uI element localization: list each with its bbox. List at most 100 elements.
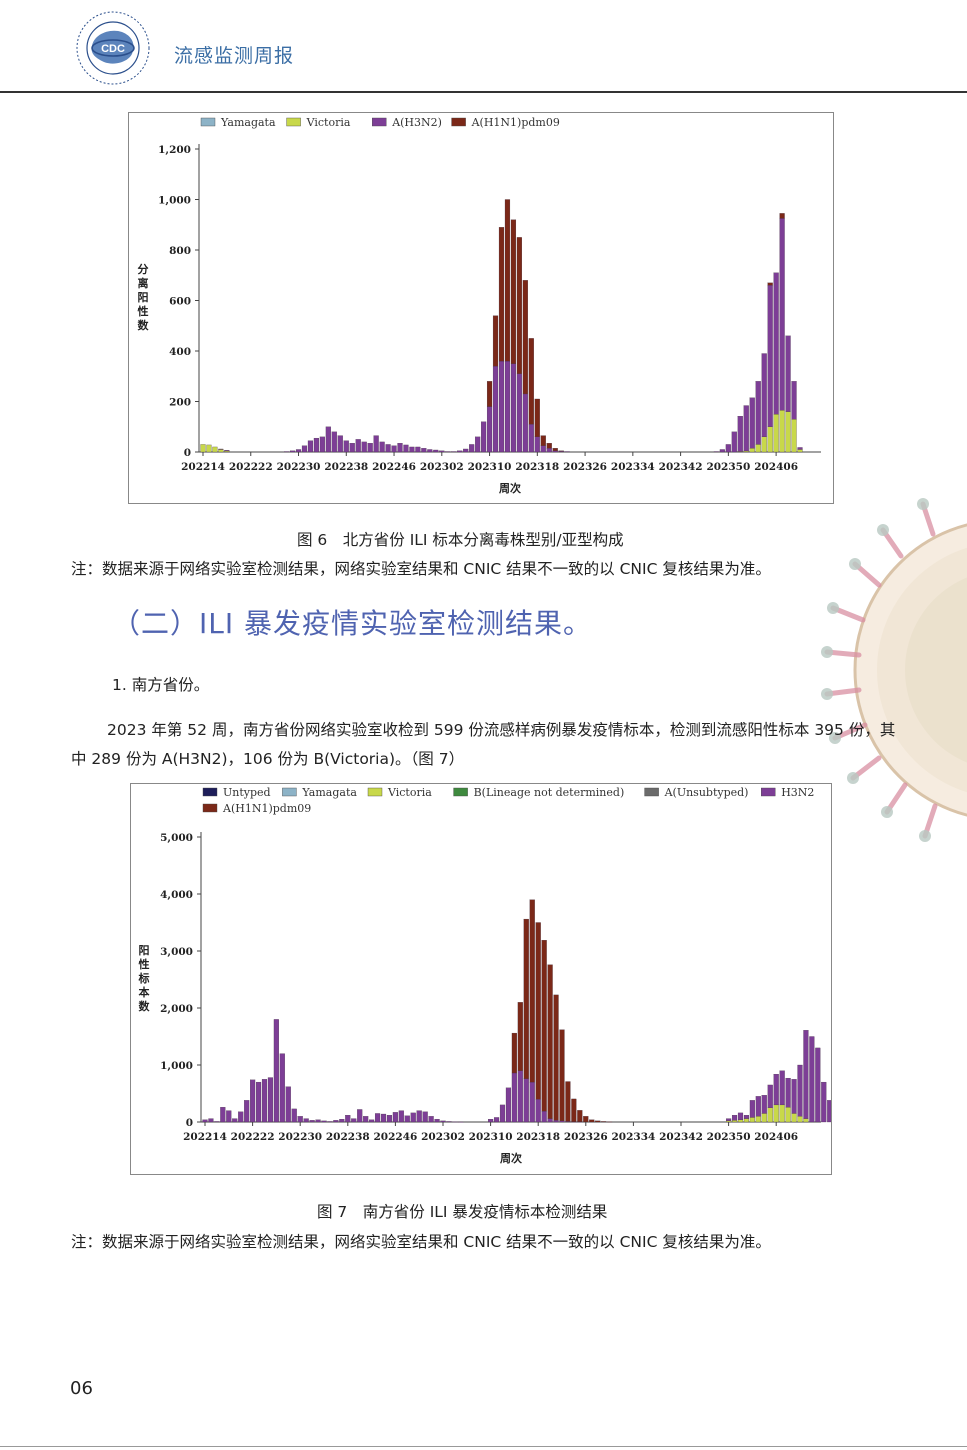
bar-a-h3n2 <box>475 436 481 453</box>
legend-label: Victoria <box>306 116 351 129</box>
bar-a-h3n2 <box>761 353 767 437</box>
bar-a-h3n2 <box>516 373 522 453</box>
bar-h3n2 <box>339 1119 345 1123</box>
bar-h3n2 <box>374 1113 381 1123</box>
bar-a-h3n2 <box>504 360 511 453</box>
bar-a-h3n2 <box>361 441 367 453</box>
bar-a-h1n1-pdm09 <box>498 227 505 362</box>
bar-a-h3n2 <box>224 450 230 452</box>
bar-h3n2 <box>535 1099 541 1123</box>
bar-h3n2 <box>369 1119 375 1123</box>
y-tick-label: 200 <box>169 397 191 409</box>
figure-6-note: 注：数据来源于网络实验室检测结果，网络实验室结果和 CNIC 结果不一致的以 C… <box>71 560 771 578</box>
bar-h3n2 <box>815 1047 821 1123</box>
bar-a-h3n2 <box>719 449 725 453</box>
bar-a-h1n1-pdm09 <box>492 315 499 367</box>
bar-a-h3n2 <box>510 363 517 453</box>
bar-a-h3n2 <box>349 443 355 453</box>
bar-h3n2 <box>202 1119 208 1123</box>
legend-swatch <box>761 787 776 797</box>
y-axis-title: 阳性标本数 <box>138 943 151 1013</box>
bar-a-h1n1-pdm09 <box>523 918 529 1079</box>
bar-a-h3n2 <box>367 443 373 453</box>
bar-a-h1n1-pdm09 <box>546 443 552 449</box>
legend-item-victoria: Victoria <box>367 786 432 799</box>
x-axis-title: 周次 <box>499 481 521 495</box>
bar-h3n2 <box>303 1118 309 1123</box>
legend-label: Untyped <box>223 786 271 799</box>
bar-h3n2 <box>238 1111 244 1123</box>
bar-a-h1n1-pdm09 <box>486 381 493 407</box>
bar-a-h1n1-pdm09 <box>529 899 535 1083</box>
bar-victoria <box>785 411 791 453</box>
x-tick-label: 202334 <box>611 461 655 473</box>
bar-h3n2 <box>452 1121 458 1123</box>
bar-victoria <box>767 1107 773 1123</box>
x-tick-label: 202310 <box>468 461 512 473</box>
bar-victoria <box>803 1118 809 1123</box>
bar-h3n2 <box>291 1108 297 1123</box>
bar-a-h3n2 <box>481 421 487 453</box>
bar-victoria <box>797 1116 803 1123</box>
x-tick-label: 202318 <box>515 461 559 473</box>
bar-a-h3n2 <box>421 448 427 453</box>
bar-a-h1n1-pdm09 <box>517 1002 523 1071</box>
bar-h3n2 <box>779 1070 785 1106</box>
y-tick-label: 5,000 <box>160 832 193 844</box>
bar-h3n2 <box>327 1121 333 1123</box>
bar-a-h3n2 <box>433 449 439 453</box>
y-tick-label: 1,200 <box>158 144 191 156</box>
x-tick-label: 202334 <box>611 1131 655 1143</box>
x-tick-label: 202406 <box>754 1131 798 1143</box>
legend-swatch <box>367 787 383 797</box>
legend-label: B(Lineage not determined) <box>474 786 625 799</box>
bar-a-h3n2 <box>731 431 737 453</box>
x-tick-label: 202342 <box>659 1131 703 1143</box>
legend-label: A(Unsubtyped) <box>664 786 749 799</box>
bar-a-h3n2 <box>355 439 361 453</box>
bar-a-h1n1-pdm09 <box>565 1081 571 1122</box>
figure-7-svg: Untyped Yamagata Victoria B(Lineage not det… <box>138 786 831 1165</box>
bar-h3n2 <box>220 1107 226 1123</box>
legend-label: H3N2 <box>781 786 814 799</box>
bar-a-h3n2 <box>767 285 773 427</box>
bar-victoria <box>743 450 749 453</box>
x-tick-label: 202342 <box>659 461 703 473</box>
bar-victoria <box>212 446 218 453</box>
bar-a-h1n1-pdm09 <box>534 398 540 437</box>
bar-a-h3n2 <box>564 451 570 453</box>
bar-h3n2 <box>726 1118 732 1121</box>
subsection-heading: 1. 南方省份。 <box>112 676 210 694</box>
bar-h3n2 <box>422 1111 428 1123</box>
x-tick-label: 202302 <box>420 461 464 473</box>
bar-h3n2 <box>559 1120 565 1123</box>
x-axis-title: 周次 <box>500 1151 522 1165</box>
body-paragraph: 2023 年第 52 周，南方省份网络实验室收检到 599 份流感样病例暴发疫情… <box>71 721 896 768</box>
x-tick-label: 202238 <box>324 461 368 473</box>
bar-h3n2 <box>809 1036 815 1123</box>
bar-a-h3n2 <box>713 451 719 453</box>
bar-victoria <box>218 449 224 453</box>
bar-a-h1n1-pdm09 <box>558 450 564 452</box>
legend-item-yamagata: Yamagata <box>282 786 357 799</box>
bar-a-h3n2 <box>385 444 391 453</box>
x-tick-label: 202230 <box>277 461 321 473</box>
bar-a-h1n1-pdm09 <box>559 1029 565 1121</box>
bar-a-h3n2 <box>451 451 457 453</box>
bar-h3n2 <box>273 1019 279 1123</box>
bar-a-h3n2 <box>397 443 403 453</box>
footer-divider <box>0 1446 967 1447</box>
bar-a-h1n1-pdm09 <box>541 940 547 1112</box>
bar-a-h3n2 <box>373 435 379 453</box>
bar-h3n2 <box>749 1100 755 1118</box>
bar-victoria <box>737 1119 744 1123</box>
x-tick-label: 202302 <box>421 1131 465 1143</box>
bar-h3n2 <box>493 1117 500 1123</box>
bar-victoria <box>773 414 779 453</box>
legend-swatch <box>202 787 218 797</box>
bar-h3n2 <box>226 1110 232 1123</box>
bar-a-h3n2 <box>755 381 761 445</box>
x-tick-label: 202350 <box>707 1131 751 1143</box>
bar-h3n2 <box>297 1116 303 1123</box>
bar-h3n2 <box>244 1100 250 1123</box>
